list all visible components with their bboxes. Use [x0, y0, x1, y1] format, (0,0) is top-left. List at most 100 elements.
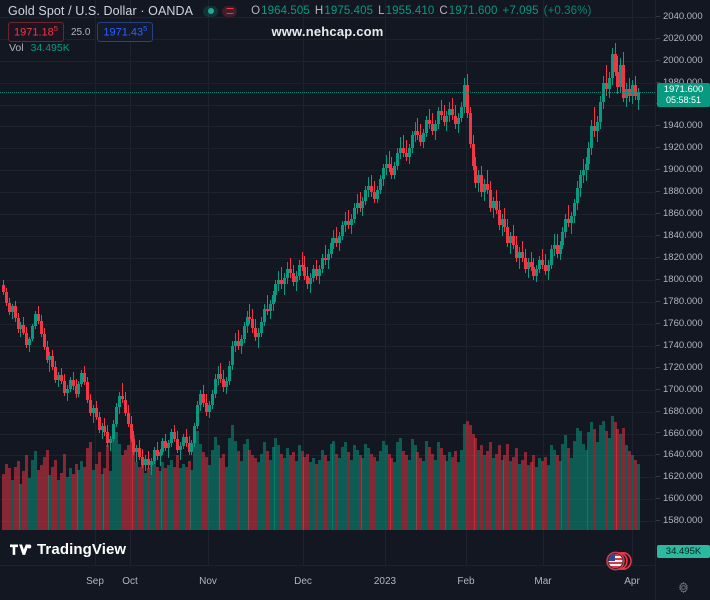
candle-body — [317, 269, 321, 276]
candle-body — [364, 190, 368, 201]
volume-bar — [236, 450, 240, 530]
volume-bar — [262, 442, 266, 530]
volume-bar — [630, 455, 634, 530]
price-scale[interactable]: 2040.0002020.0002000.0001980.0001960.000… — [655, 0, 710, 600]
gridline-horizontal — [0, 455, 655, 457]
candle-body — [448, 108, 452, 116]
volume-bar — [599, 425, 602, 530]
volume-badge[interactable]: 34.495K — [657, 545, 710, 558]
volume-bar — [77, 469, 81, 530]
candle-body — [439, 111, 443, 116]
volume-bar — [349, 459, 353, 530]
candle-body — [312, 269, 316, 278]
volume-bar — [300, 450, 304, 530]
current-price-badge[interactable]: 1971.600 05:58:51 — [657, 82, 710, 107]
volume-bar — [199, 443, 203, 530]
price-tick-label: 2000.000 — [663, 54, 703, 66]
candle-body — [465, 84, 469, 114]
gridline-vertical — [543, 0, 544, 565]
candle-body — [346, 220, 350, 226]
gridline-vertical — [130, 0, 131, 565]
candle-body — [529, 262, 533, 267]
volume-bar — [529, 462, 533, 530]
volume-bar — [239, 461, 243, 530]
grid-layer — [0, 0, 655, 565]
volume-bar — [573, 440, 576, 530]
volume-bar — [384, 445, 388, 530]
volume-bar — [274, 438, 278, 530]
chart-plot-area[interactable] — [0, 0, 655, 565]
volume-bar — [45, 449, 49, 530]
candle-body — [184, 436, 188, 444]
price-tick-label: 1840.000 — [663, 230, 703, 242]
candle-body — [329, 242, 333, 254]
candle-body — [167, 443, 171, 448]
candle-wick — [58, 372, 60, 388]
time-scale[interactable]: Sep Oct Nov Dec 2023 Feb Mar Apr — [0, 565, 655, 600]
candle-body — [500, 218, 504, 226]
candle-body — [219, 374, 223, 379]
volume-bar — [54, 459, 58, 530]
volume-bar — [428, 446, 431, 530]
candle-wick — [568, 205, 570, 228]
volume-bar — [619, 433, 623, 530]
volume-bar — [517, 463, 521, 530]
volume-bar — [33, 450, 37, 530]
volume-bar — [520, 459, 524, 530]
candle-body — [384, 163, 388, 169]
volume-bar — [584, 449, 588, 530]
volume-bar — [320, 449, 324, 530]
gear-icon[interactable] — [677, 581, 690, 594]
price-tick: 1680.000 — [656, 406, 710, 417]
us-flag-replay-badge-icon[interactable] — [603, 551, 637, 571]
volume-bar — [570, 458, 574, 530]
price-tick-label: 1980.000 — [663, 77, 703, 88]
candle-body — [254, 328, 258, 337]
volume-bar — [451, 456, 455, 530]
candle-body — [4, 292, 8, 303]
volume-bar — [575, 427, 579, 530]
tradingview-branding[interactable]: TradingView — [10, 541, 126, 558]
candle-body — [323, 258, 327, 261]
volume-bar — [109, 471, 113, 530]
volume-bar — [538, 458, 542, 530]
candle-body — [613, 54, 617, 72]
volume-bar — [120, 455, 124, 530]
volume-bar — [515, 448, 518, 530]
candle-body — [404, 152, 408, 158]
volume-bar — [265, 450, 269, 530]
gridline-horizontal — [0, 104, 655, 106]
candle-body — [155, 449, 159, 457]
candle-body — [320, 258, 324, 269]
volume-bar — [115, 432, 118, 530]
candle-body — [68, 379, 72, 389]
volume-bar — [152, 458, 156, 530]
candle-body — [262, 308, 266, 322]
candle-body — [300, 264, 304, 267]
volume-bar — [277, 445, 281, 530]
volume-bar — [535, 466, 539, 530]
candle-body — [268, 304, 272, 311]
volume-bar — [625, 445, 629, 530]
price-tick: 1780.000 — [656, 296, 710, 307]
price-tick-label: 1680.000 — [663, 405, 703, 417]
volume-bar — [541, 461, 545, 530]
volume-bar — [416, 452, 420, 530]
candle-body — [120, 396, 124, 400]
volume-bar — [202, 452, 205, 530]
price-tick: 1900.000 — [656, 164, 710, 175]
candle-wick — [542, 249, 544, 269]
candle-body — [457, 117, 460, 125]
volume-bar — [25, 455, 29, 530]
candle-body — [233, 341, 237, 346]
candle-body — [196, 405, 200, 426]
price-tick: 1660.000 — [656, 428, 710, 439]
candle-body — [483, 183, 487, 193]
volume-bar — [407, 459, 411, 530]
candle-wick — [545, 253, 546, 276]
candle-body — [370, 185, 374, 193]
candle-body — [178, 445, 182, 450]
volume-bar — [419, 458, 423, 530]
gridline-horizontal — [0, 345, 655, 347]
volume-bar — [381, 440, 385, 530]
